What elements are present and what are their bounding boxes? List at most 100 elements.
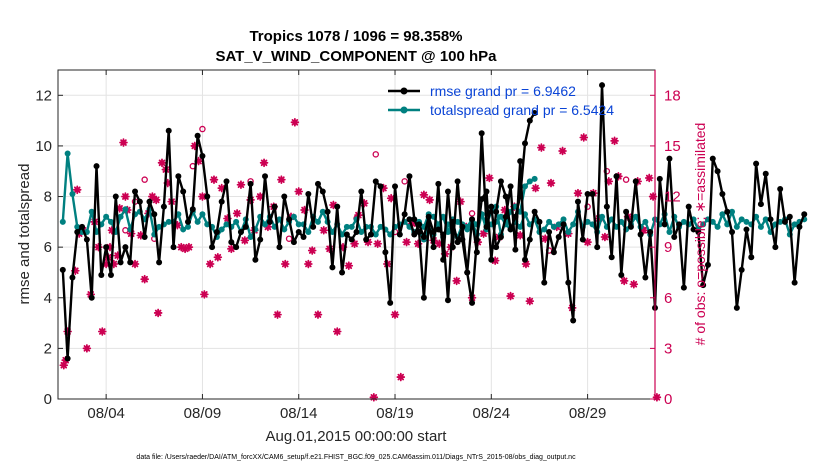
obs-assimilated-marker [59, 360, 69, 370]
rmse-marker [584, 191, 591, 198]
rmse-marker [358, 188, 365, 195]
rmse-marker [300, 234, 307, 241]
rmse-marker [488, 203, 495, 210]
rmse-marker [541, 279, 548, 286]
rmse-marker [753, 160, 760, 167]
obs-assimilated-marker [307, 246, 317, 255]
rmse-marker [387, 299, 394, 306]
rmse-marker [396, 231, 403, 238]
spread-marker [642, 218, 649, 225]
x-axis-label: Aug.01,2015 00:00:00 start [266, 428, 448, 445]
rmse-marker [690, 226, 697, 233]
obs-assimilated-marker [148, 192, 157, 201]
rmse-marker [223, 178, 230, 185]
obs-assimilated-marker [344, 261, 354, 271]
obs-assimilated-marker [163, 178, 173, 188]
obs-assimilated-marker [619, 276, 629, 286]
obs-assimilated-marker [350, 239, 359, 249]
obs-assimilated-marker [506, 291, 515, 301]
rmse-marker [64, 355, 71, 362]
rmse-marker [469, 299, 476, 306]
rmse-marker [618, 271, 625, 278]
rmse-marker [107, 271, 114, 278]
rmse-marker [473, 249, 480, 256]
rmse-marker [502, 213, 509, 220]
obs-assimilated-marker [213, 252, 223, 262]
rmse-marker [122, 244, 129, 251]
spread-marker [541, 226, 548, 233]
spread-marker [199, 211, 206, 218]
obs-assimilated-marker [379, 183, 388, 193]
rmse-marker [743, 226, 750, 233]
spread-marker [584, 218, 591, 225]
obs-assimilated-marker [277, 175, 286, 184]
spread-marker [64, 150, 71, 157]
rmse-marker [729, 228, 736, 235]
obs-assimilated-marker [456, 197, 465, 206]
x-tick-label: 08/04 [87, 405, 125, 422]
rmse-marker [724, 208, 731, 215]
rmse-marker [627, 223, 634, 230]
obs-assimilated-marker [72, 185, 82, 195]
spread-marker [454, 218, 461, 225]
rmse-marker [599, 82, 606, 89]
obs-assimilated-marker [151, 195, 161, 205]
obs-assimilated-marker [82, 344, 92, 353]
rmse-marker [767, 216, 774, 223]
rmse-marker [738, 266, 745, 273]
rmse-marker [801, 211, 808, 218]
rmse-marker [170, 244, 177, 251]
rmse-marker [574, 198, 581, 205]
obs-assimilated-marker [232, 209, 242, 218]
obs-assimilated-marker [452, 276, 461, 286]
obs-assimilated-marker [109, 259, 119, 269]
rmse-marker [526, 236, 533, 243]
obs-possible-marker [141, 176, 148, 183]
obs-possible-marker [372, 151, 380, 158]
rmse-marker [425, 213, 432, 220]
spread-marker [372, 231, 379, 238]
rmse-marker [589, 191, 596, 198]
obs-assimilated-marker [205, 259, 215, 269]
spread-marker [233, 218, 240, 225]
rmse-marker [156, 259, 163, 266]
obs-assimilated-marker [184, 242, 194, 252]
rmse-marker [83, 236, 90, 243]
rmse-marker [69, 274, 76, 281]
obs-assimilated-marker [280, 259, 290, 269]
rmse-marker [459, 223, 466, 230]
rmse-marker [175, 173, 182, 180]
rmse-marker [757, 201, 764, 208]
obs-assimilated-marker [200, 290, 209, 299]
rmse-marker [367, 231, 374, 238]
spread-marker [262, 221, 269, 228]
spread-marker [387, 231, 394, 238]
obs-assimilated-marker [190, 141, 200, 151]
rmse-marker [372, 178, 379, 185]
legend-rmse-marker [400, 87, 408, 95]
obs-assimilated-marker [121, 192, 130, 201]
obs-possible-marker [468, 210, 476, 217]
spread-marker [497, 213, 504, 220]
spread-marker [165, 218, 172, 225]
rmse-marker [517, 158, 524, 165]
rmse-marker [401, 211, 408, 218]
rmse-marker [59, 266, 66, 273]
rmse-marker [339, 269, 346, 276]
obs-possible-marker [401, 178, 408, 185]
obs-assimilated-marker [600, 232, 610, 242]
y-tick-label-left: 12 [35, 87, 52, 104]
spread-marker [377, 223, 384, 230]
obs-assimilated-marker [263, 222, 273, 232]
rmse-marker [733, 304, 740, 311]
rmse-marker [469, 216, 476, 223]
y-tick-label-left: 4 [44, 290, 52, 307]
spread-marker [343, 223, 350, 230]
rmse-marker [377, 183, 384, 190]
rmse-marker [343, 231, 350, 238]
obs-assimilated-marker [396, 372, 406, 382]
rmse-marker [204, 193, 211, 200]
obs-assimilated-marker [525, 296, 535, 306]
rmse-marker [613, 173, 620, 180]
rmse-marker [209, 244, 216, 251]
